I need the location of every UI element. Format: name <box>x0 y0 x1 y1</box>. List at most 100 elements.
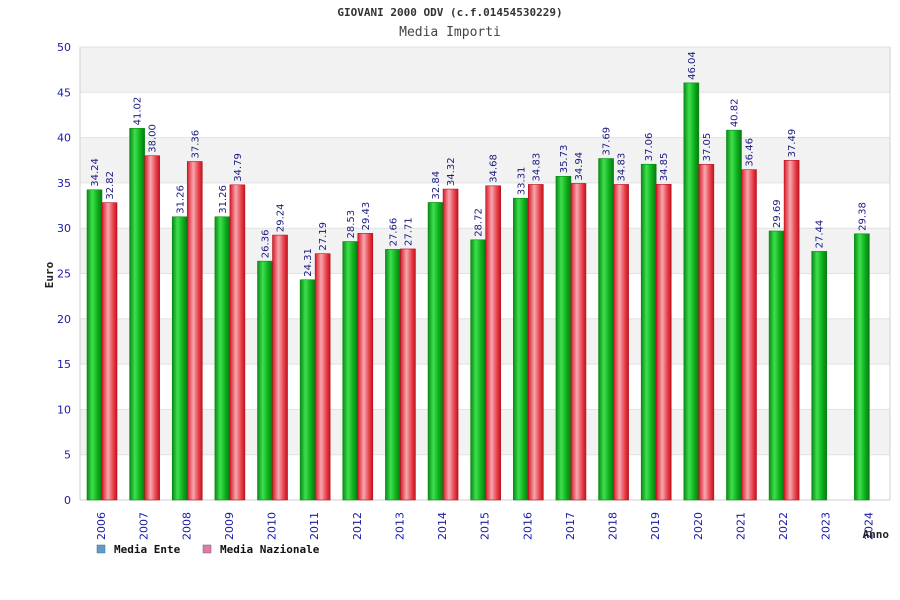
bar-media-nazionale <box>655 183 672 501</box>
bar-media-nazionale <box>229 184 246 501</box>
bar-value-label: 26.36 <box>261 230 272 259</box>
bar-media-nazionale <box>272 234 288 501</box>
bar-value-label: 31.26 <box>175 185 186 214</box>
legend-label-media-ente: Media Ente <box>114 543 181 556</box>
bar-media-ente <box>257 260 273 501</box>
bar-media-nazionale <box>144 155 160 501</box>
y-axis-ticks: 0 5 10 15 20 25 30 35 40 45 50 <box>57 41 71 507</box>
x-tick-label: 2019 <box>649 512 662 540</box>
bars-group <box>86 82 870 501</box>
bar-media-ente <box>470 239 486 501</box>
x-tick-label: 2017 <box>564 512 577 540</box>
bar-media-nazionale <box>101 202 118 501</box>
bar-media-nazionale <box>442 188 459 501</box>
bar-value-label: 34.68 <box>489 154 500 183</box>
bar-media-ente <box>129 128 145 501</box>
legend-swatch-media-ente <box>96 544 106 554</box>
bar-media-nazionale <box>314 253 331 501</box>
x-tick-label: 2021 <box>734 512 747 540</box>
bar-value-label: 38.00 <box>148 124 159 153</box>
bar-media-ente <box>171 216 188 501</box>
bar-value-label: 41.02 <box>133 97 144 126</box>
value-labels-group: 34.24 32.82 41.02 38.00 31.26 37.36 31.26 34.79… <box>90 51 868 277</box>
bar-value-label: 37.69 <box>602 127 613 156</box>
bar-value-label: 32.82 <box>105 171 116 200</box>
bar-media-ente <box>385 249 401 501</box>
x-tick-label: 2009 <box>223 512 236 540</box>
x-tick-label: 2018 <box>607 512 620 540</box>
y-tick-label: 15 <box>57 358 71 371</box>
y-tick-label: 25 <box>57 268 71 281</box>
bar-media-nazionale <box>741 169 757 501</box>
bar-value-label: 34.79 <box>233 153 244 182</box>
bar-media-ente <box>726 129 742 501</box>
bar-media-ente <box>811 251 828 501</box>
bar-value-label: 27.19 <box>318 222 329 251</box>
x-tick-label: 2006 <box>95 512 108 540</box>
chart-subtitle: Media Importi <box>399 25 501 40</box>
bar-value-label: 27.44 <box>815 220 826 249</box>
y-tick-label: 20 <box>57 313 71 326</box>
y-tick-label: 30 <box>57 222 71 235</box>
bar-value-label: 31.26 <box>218 185 229 214</box>
bar-media-ente <box>342 241 359 501</box>
y-tick-label: 45 <box>57 86 71 99</box>
bar-value-label: 27.71 <box>403 217 414 246</box>
bar-value-label: 27.66 <box>388 218 399 247</box>
x-tick-label: 2014 <box>436 512 449 540</box>
x-tick-label: 2023 <box>820 512 833 540</box>
bar-media-nazionale <box>783 160 800 501</box>
bar-value-label: 37.05 <box>702 133 713 162</box>
bar-media-nazionale <box>528 184 544 501</box>
bar-value-label: 29.69 <box>772 199 783 228</box>
bar-media-nazionale <box>698 164 715 501</box>
bar-value-label: 33.31 <box>516 167 527 196</box>
bar-value-label: 37.49 <box>787 129 798 158</box>
legend: Media Ente Media Nazionale <box>96 543 320 556</box>
x-tick-label: 2008 <box>180 512 193 540</box>
bar-value-label: 34.83 <box>617 153 628 182</box>
bar-value-label: 32.84 <box>431 171 442 200</box>
bar-media-nazionale <box>357 233 374 501</box>
plot-band <box>80 47 890 93</box>
bar-media-nazionale <box>570 183 587 501</box>
bar-value-label: 40.82 <box>729 99 740 128</box>
x-tick-label: 2016 <box>521 512 534 540</box>
x-tick-label: 2013 <box>393 512 406 540</box>
bar-media-ente <box>598 158 614 501</box>
bar-media-nazionale <box>485 185 501 501</box>
bar-value-label: 29.24 <box>276 203 287 232</box>
bar-media-ente <box>640 163 657 501</box>
bar-value-label: 28.53 <box>346 210 357 239</box>
x-tick-label: 2024 <box>862 512 875 540</box>
x-axis-label: Anno <box>863 528 890 541</box>
bar-media-nazionale <box>186 161 203 501</box>
legend-swatch-media-nazionale <box>202 544 212 554</box>
bar-media-ente <box>768 230 785 501</box>
bar-media-ente <box>299 279 316 501</box>
y-tick-label: 10 <box>57 403 71 416</box>
y-axis-label: Euro <box>43 261 56 288</box>
bar-media-ente <box>854 233 870 501</box>
bar-media-ente <box>513 197 529 501</box>
chart-title: GIOVANI 2000 ODV (c.f.01454530229) <box>337 6 563 19</box>
bar-value-label: 28.72 <box>474 208 485 237</box>
bar-media-ente <box>86 189 103 501</box>
bar-value-label: 34.83 <box>531 153 542 182</box>
x-axis-ticks: 2006 2007 2008 2009 2010 2011 2012 2013 2014 2015… <box>95 512 875 540</box>
bar-value-label: 29.43 <box>361 202 372 231</box>
bar-value-label: 46.04 <box>687 51 698 80</box>
x-tick-label: 2007 <box>138 512 151 540</box>
bar-value-label: 37.06 <box>644 133 655 162</box>
bar-value-label: 37.36 <box>190 130 201 159</box>
x-tick-label: 2020 <box>692 512 705 540</box>
x-tick-label: 2011 <box>308 512 321 540</box>
y-tick-label: 40 <box>57 132 71 145</box>
bar-value-label: 34.94 <box>574 152 585 181</box>
y-tick-label: 5 <box>64 449 71 462</box>
bar-media-ente <box>555 175 572 501</box>
bar-media-ente <box>683 82 700 501</box>
bar-value-label: 34.32 <box>446 157 457 186</box>
x-tick-label: 2015 <box>479 512 492 540</box>
